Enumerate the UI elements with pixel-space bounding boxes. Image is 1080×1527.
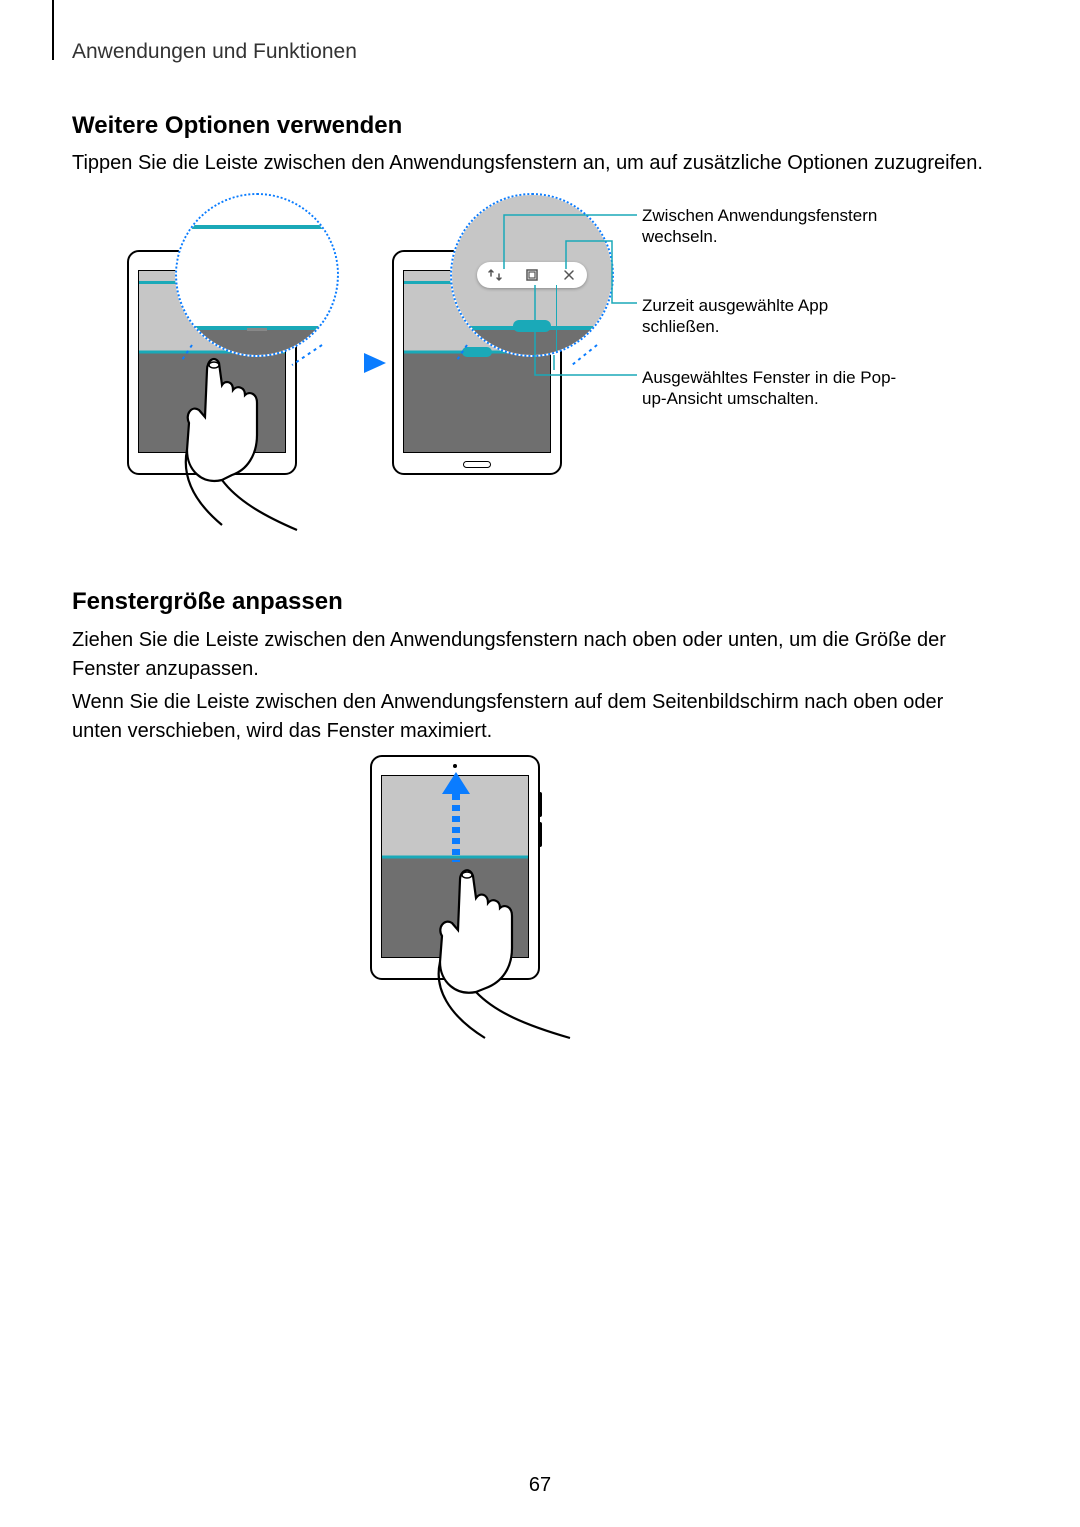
hand-dragging-icon: [420, 850, 600, 1050]
tablet-camera-dot: [453, 764, 457, 768]
figure-resize-window: [0, 750, 1080, 1080]
section-text-resize-1: Ziehen Sie die Leiste zwischen den Anwen…: [72, 626, 992, 684]
tablet-side-button: [538, 792, 542, 817]
section-text-resize-2: Wenn Sie die Leiste zwischen den Anwendu…: [72, 688, 992, 746]
callout-switch-windows: Zwischen Anwendungsfenstern wechseln.: [642, 205, 902, 248]
chapter-header: Anwendungen und Funktionen: [72, 40, 357, 64]
section-text-more-options: Tippen Sie die Leiste zwischen den Anwen…: [72, 150, 992, 177]
figure-split-screen-options: Zwischen Anwendungsfenstern wechseln. Zu…: [72, 195, 992, 545]
section-heading-more-options: Weitere Optionen verwenden: [72, 112, 402, 140]
section-heading-resize: Fenstergröße anpassen: [72, 588, 343, 616]
callout-close-app: Zurzeit ausgewählte App schließen.: [642, 295, 902, 338]
page-number: 67: [529, 1474, 551, 1497]
page-margin-indicator: [52, 0, 54, 60]
callout-popup-view: Ausgewähltes Fenster in die Pop-up-Ansic…: [642, 367, 902, 410]
tablet-side-button: [538, 822, 542, 847]
